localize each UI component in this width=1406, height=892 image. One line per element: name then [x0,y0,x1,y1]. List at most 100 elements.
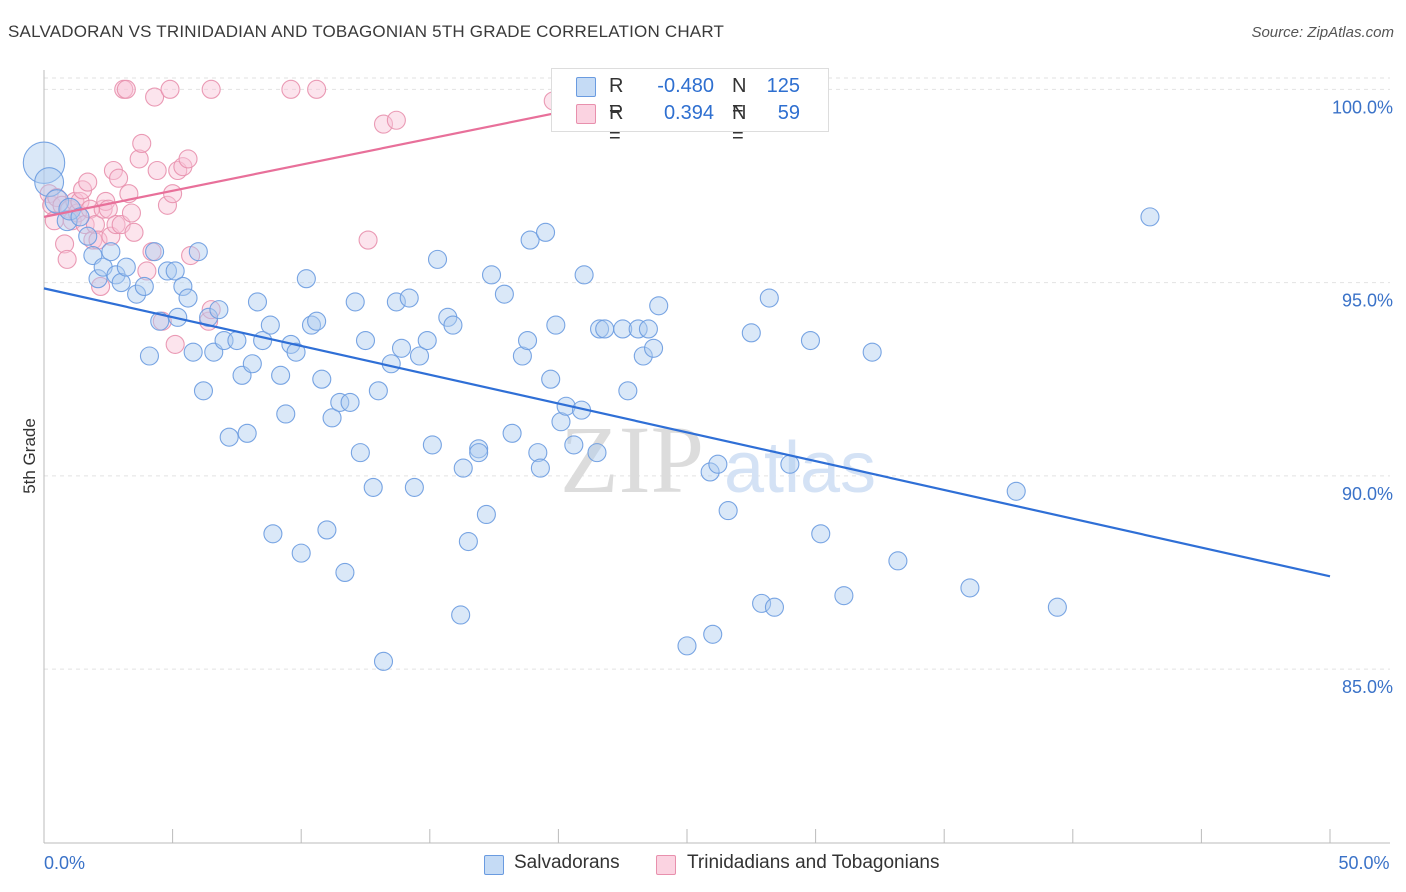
trinidadian-point [129,149,149,169]
salvadoran-trend-line [43,287,1331,578]
salvadoran-point [145,242,165,262]
salvadoran-point [363,477,383,497]
trinidadian-point [57,249,77,269]
salvadoran-point [386,292,406,312]
legend-r-value: 0.394 [663,102,714,124]
salvadoran-point [127,284,147,304]
trinidadian-point [373,114,394,134]
salvadoran-point [312,369,332,389]
salvadoran-point [242,354,262,374]
salvadoran-point [752,593,772,613]
salvadoran-point [546,315,566,335]
salvadoran-point [355,330,376,351]
salvadoran-point [286,342,306,362]
salvadoran-point [476,504,496,525]
y-tick-label: 85.0% [1342,677,1393,697]
salvadoran-point [199,307,219,327]
salvadoran-point [458,531,478,552]
salvadoran-point [888,551,908,571]
salvadoran-point [340,392,360,412]
legend-n-label: N = [732,102,747,147]
salvadoran-point [183,342,203,362]
trinidadian-point [358,230,378,250]
trinidadian-point [83,230,103,250]
salvadoran-point [595,319,615,339]
salvadoran-point [178,288,198,308]
legend-n-value: 59 [777,102,800,124]
salvadoran-point [481,265,502,285]
axes [43,70,1390,844]
salvadoran-point [373,651,394,671]
salvadoran-point [368,381,388,401]
y-axis-label: 5th Grade [20,418,39,494]
salvadoran-point [139,346,160,366]
x-tick-label: 50.0% [1338,853,1389,873]
trinidadian-point [163,184,183,204]
axis-labels: 100.0% 95.0% 90.0% 85.0% 0.0% 50.0% 5th Grade [20,97,1393,873]
salvadoran-point [628,319,648,339]
salvadoran-point [345,292,365,312]
salvadoran-point [517,330,538,351]
salvadoran-point [638,319,658,339]
trinidadian-point [145,87,165,107]
salvadoran-point [502,423,522,443]
series-salvadoran-points [22,79,1160,671]
trinidadian-point [307,79,327,99]
salvadoran-point [165,261,185,281]
salvadoran-point [512,346,532,366]
trinidadian-point [132,133,152,153]
salvadoran-point [587,443,607,463]
legend-r-value: -0.480 [657,75,714,97]
salvadoran-point [404,477,424,497]
salvadoran-point [116,257,136,277]
salvadoran-point [469,443,489,463]
salvadoran-point [633,346,653,366]
salvadoran-point [271,365,291,385]
salvadoran-point [741,323,761,343]
trinidadian-point [85,215,105,235]
watermark-zip: ZIP [560,406,704,513]
salvadoran-point [759,288,779,308]
legend-swatch-blue [576,77,596,97]
trinidadian-point [55,234,75,254]
salvadoran-point [443,315,463,335]
trinidadian-point [116,79,136,99]
y-tick-label: 95.0% [1342,291,1393,311]
trinidadian-point [78,172,98,192]
legend-r-label: R = [609,102,624,147]
salvadoran-point [307,311,327,331]
salvadoran-point [613,319,633,339]
trinidadian-point [88,230,108,250]
salvadoran-point [811,524,831,544]
salvadoran-point [427,249,448,269]
trinidadian-point [106,215,126,235]
salvadoran-point [590,319,610,339]
series-legend: Salvadorans Trinidadians and Tobagonians [0,852,1406,878]
salvadoran-point [703,624,723,644]
salvadoran-point [700,462,720,482]
salvadoran-point [157,261,178,281]
legend-swatch-pink [576,104,596,124]
legend-swatch-salvadorans [484,855,504,875]
salvadoran-point [541,369,561,389]
salvadoran-point [451,605,471,625]
salvadoran-point [422,435,442,455]
chart-source: Source: ZipAtlas.com [1251,24,1394,41]
salvadoran-point [193,381,214,401]
trinidadian-point [386,110,406,130]
legend-n-value: 125 [766,75,800,97]
x-tick-label: 0.0% [44,853,85,873]
salvadoran-point [391,338,412,358]
salvadoran-point [88,269,108,289]
salvadoran-point [350,443,370,463]
trinidadian-point [281,79,301,99]
salvadoran-point [1006,481,1026,501]
salvadoran-point [101,242,121,262]
salvadoran-point [134,276,154,296]
salvadoran-point [22,141,66,185]
salvadoran-point [644,338,664,358]
trinidadian-point [137,261,157,281]
salvadoran-point [111,273,131,293]
salvadoran-point [276,404,296,424]
